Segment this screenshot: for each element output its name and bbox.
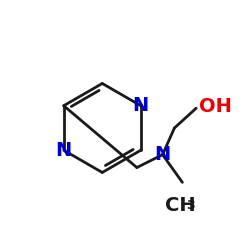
Text: CH: CH: [165, 196, 196, 215]
Text: N: N: [133, 96, 149, 115]
Text: N: N: [56, 141, 72, 160]
Text: OH: OH: [199, 97, 232, 116]
Text: N: N: [154, 145, 171, 164]
Text: 3: 3: [186, 199, 194, 212]
